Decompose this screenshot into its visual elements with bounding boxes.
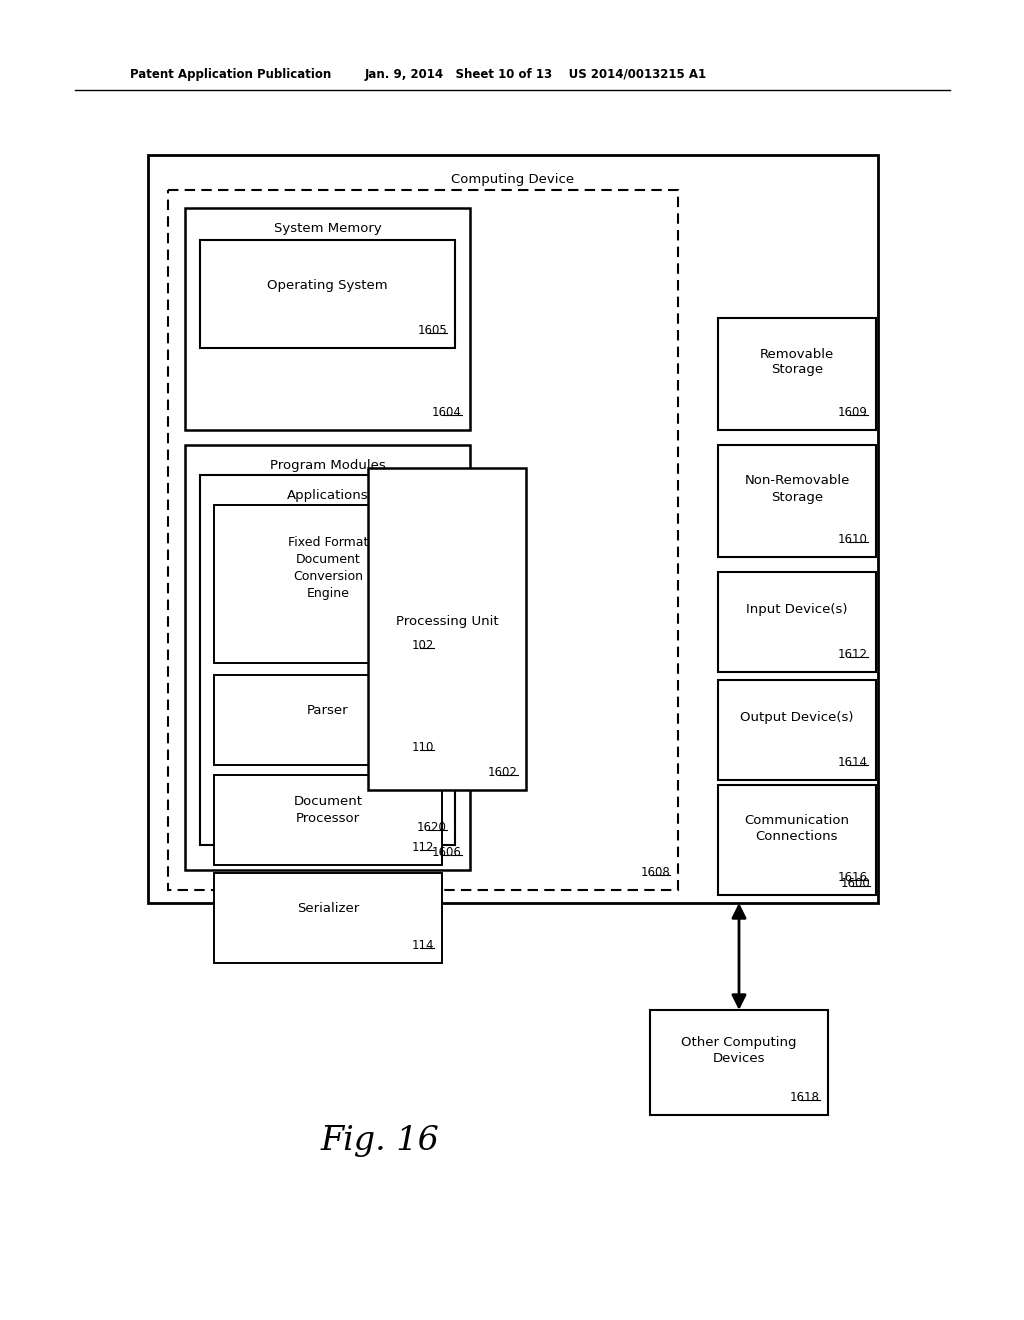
Text: Communication
Connections: Communication Connections (744, 813, 850, 842)
Bar (200, 475, 455, 845)
Bar (214, 506, 442, 663)
Text: 1616: 1616 (838, 871, 868, 884)
Bar (200, 240, 455, 348)
Text: 114: 114 (412, 939, 434, 952)
Bar (718, 785, 876, 895)
Text: Program Modules: Program Modules (269, 459, 385, 473)
Text: Other Computing
Devices: Other Computing Devices (681, 1036, 797, 1065)
Text: Computing Device: Computing Device (452, 173, 574, 186)
Bar (718, 572, 876, 672)
Text: Operating System: Operating System (267, 280, 388, 293)
Text: 1620: 1620 (417, 821, 447, 834)
Bar (718, 445, 876, 557)
Text: Output Device(s): Output Device(s) (740, 711, 854, 725)
Bar (148, 154, 878, 903)
Text: 1605: 1605 (417, 323, 447, 337)
Text: System Memory: System Memory (273, 222, 381, 235)
Text: 1606: 1606 (432, 846, 462, 859)
Bar (214, 775, 442, 865)
Bar (214, 675, 442, 766)
Text: Fixed Format
Document
Conversion
Engine: Fixed Format Document Conversion Engine (288, 536, 369, 601)
Text: 1608: 1608 (640, 866, 670, 879)
Text: Jan. 9, 2014   Sheet 10 of 13    US 2014/0013215 A1: Jan. 9, 2014 Sheet 10 of 13 US 2014/0013… (365, 69, 708, 81)
Text: Non-Removable
Storage: Non-Removable Storage (744, 474, 850, 503)
Bar (650, 1010, 828, 1115)
Text: 1614: 1614 (838, 756, 868, 770)
Bar (718, 318, 876, 430)
Text: 112: 112 (412, 841, 434, 854)
Bar (368, 469, 526, 789)
Text: Parser: Parser (307, 704, 349, 717)
Bar (168, 190, 678, 890)
Text: Document
Processor: Document Processor (294, 795, 362, 825)
Text: 1612: 1612 (838, 648, 868, 661)
Text: 110: 110 (412, 741, 434, 754)
Text: 1618: 1618 (791, 1092, 820, 1104)
Text: Patent Application Publication: Patent Application Publication (130, 69, 331, 81)
Text: 1609: 1609 (838, 407, 868, 418)
Text: Applications: Applications (287, 488, 369, 502)
Text: Serializer: Serializer (297, 902, 359, 915)
Text: 1604: 1604 (432, 407, 462, 418)
Text: 1600: 1600 (841, 876, 870, 890)
Text: Removable
Storage: Removable Storage (760, 347, 835, 376)
Text: 1602: 1602 (488, 766, 518, 779)
Text: 102: 102 (412, 639, 434, 652)
Text: Fig. 16: Fig. 16 (321, 1125, 439, 1158)
Bar (185, 445, 470, 870)
Text: Processing Unit: Processing Unit (395, 615, 499, 627)
Bar (718, 680, 876, 780)
Text: 1610: 1610 (838, 533, 868, 546)
Bar (214, 873, 442, 964)
Bar (185, 209, 470, 430)
Text: Input Device(s): Input Device(s) (746, 603, 848, 616)
